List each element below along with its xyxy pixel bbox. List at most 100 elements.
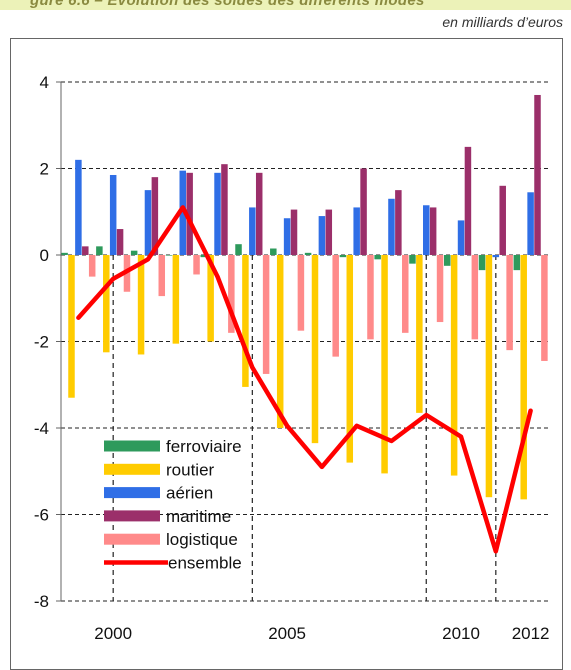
bar-aerien bbox=[423, 205, 430, 255]
bar-routier bbox=[311, 255, 319, 444]
bar-logistique bbox=[506, 255, 513, 351]
bar-maritime bbox=[499, 185, 506, 255]
bar-aerien bbox=[353, 207, 360, 255]
legend-swatch-aerien bbox=[104, 487, 160, 499]
y-tick-labels: 4 2 0 -2 -4 -6 -8 bbox=[34, 73, 61, 611]
legend-label-aerien: aérien bbox=[166, 484, 213, 503]
bar-maritime bbox=[290, 209, 298, 255]
bar-logistique bbox=[471, 255, 479, 340]
x-tick-labels: 2000 2005 2010 2012 bbox=[94, 624, 549, 643]
line-ensemble bbox=[76, 205, 533, 554]
bar-maritime bbox=[360, 168, 367, 255]
bar-ferroviaire bbox=[513, 255, 521, 271]
bar-logistique bbox=[88, 255, 96, 277]
x-tick-label: 2000 bbox=[94, 624, 132, 643]
bar-ferroviaire bbox=[478, 255, 486, 271]
bar-aerien bbox=[75, 159, 82, 255]
bar-routier bbox=[276, 255, 284, 428]
bar-maritime bbox=[116, 229, 124, 255]
bar-routier bbox=[346, 255, 354, 463]
bar-logistique bbox=[158, 255, 166, 297]
legend-label-maritime: maritime bbox=[166, 507, 231, 526]
bar-ferroviaire bbox=[61, 252, 68, 255]
bar-logistique bbox=[541, 255, 548, 361]
ensemble-line bbox=[76, 205, 533, 554]
bar-aerien bbox=[144, 190, 152, 255]
legend-swatch-logistique bbox=[104, 533, 160, 545]
bar-ferroviaire bbox=[96, 246, 103, 255]
y-tick-label: 0 bbox=[40, 246, 49, 265]
bar-ferroviaire bbox=[235, 244, 242, 255]
y-tick-label: -2 bbox=[34, 333, 49, 352]
bar-aerien bbox=[249, 207, 256, 255]
legend-label-routier: routier bbox=[166, 460, 215, 479]
bar-maritime bbox=[151, 177, 159, 255]
bar-aerien bbox=[388, 198, 395, 255]
bar-ferroviaire bbox=[374, 255, 381, 260]
x-tick-label: 2005 bbox=[268, 624, 306, 643]
x-tick-label: 2012 bbox=[512, 624, 550, 643]
bar-aerien bbox=[457, 220, 465, 255]
bar-routier bbox=[416, 255, 423, 413]
bar-maritime bbox=[82, 246, 89, 255]
legend-label-logistique: logistique bbox=[166, 530, 238, 549]
bar-aerien bbox=[527, 192, 534, 255]
legend-label-ensemble: ensemble bbox=[168, 554, 242, 573]
bar-maritime bbox=[186, 172, 193, 255]
y-tick-label: 2 bbox=[40, 160, 49, 179]
x-tick-label: 2010 bbox=[442, 624, 480, 643]
bar-ferroviaire bbox=[443, 255, 451, 266]
bar-logistique bbox=[228, 255, 235, 333]
bar-routier bbox=[68, 255, 75, 398]
bar-aerien bbox=[214, 172, 221, 255]
bar-aerien bbox=[318, 216, 326, 255]
bar-maritime bbox=[221, 164, 228, 255]
bar-logistique bbox=[367, 255, 374, 340]
figure-caption: gure 6.6 – Évolution des soldes des diff… bbox=[30, 0, 425, 9]
bar-routier bbox=[137, 255, 145, 355]
grid bbox=[61, 81, 548, 602]
bar-routier bbox=[242, 255, 249, 387]
bar-logistique bbox=[262, 255, 270, 374]
bar-routier bbox=[207, 255, 214, 342]
legend: ferroviaire routier aérien maritime logistiq… bbox=[104, 437, 242, 573]
y-tick-label: -8 bbox=[34, 592, 49, 611]
bar-routier bbox=[450, 255, 458, 476]
bar-maritime bbox=[255, 172, 263, 255]
bar-maritime bbox=[464, 146, 472, 255]
y-tick-label: -4 bbox=[34, 419, 49, 438]
bar-ferroviaire bbox=[130, 250, 138, 255]
bar-maritime bbox=[395, 190, 402, 255]
figure-banner: gure 6.6 – Évolution des soldes des diff… bbox=[0, 0, 571, 10]
legend-label-ferroviaire: ferroviaire bbox=[166, 437, 242, 456]
bar-aerien bbox=[109, 174, 117, 255]
bar-logistique bbox=[436, 255, 444, 323]
bar-ferroviaire bbox=[304, 252, 312, 255]
legend-swatch-maritime bbox=[104, 510, 160, 522]
legend-swatch-ferroviaire bbox=[104, 440, 160, 452]
bar-aerien bbox=[283, 218, 291, 255]
bar-routier bbox=[485, 255, 493, 498]
bar-routier bbox=[381, 255, 388, 474]
bar-aerien bbox=[179, 170, 186, 255]
bar-routier bbox=[520, 255, 527, 500]
bar-routier bbox=[172, 255, 180, 344]
bar-routier bbox=[103, 255, 110, 353]
bar-ferroviaire bbox=[409, 255, 416, 264]
unit-label: en milliards d’euros bbox=[442, 14, 563, 30]
bar-ferroviaire bbox=[165, 255, 173, 256]
bar-ferroviaire bbox=[270, 248, 277, 255]
bar-maritime bbox=[534, 94, 541, 255]
bar-maritime bbox=[429, 207, 437, 255]
bar-logistique bbox=[193, 255, 200, 275]
y-tick-label: -6 bbox=[34, 506, 49, 525]
bar-logistique bbox=[297, 255, 305, 331]
y-tick-label: 4 bbox=[40, 73, 49, 92]
bar-ferroviaire bbox=[339, 255, 347, 258]
bar-logistique bbox=[332, 255, 339, 357]
bar-logistique bbox=[402, 255, 409, 333]
legend-swatch-routier bbox=[104, 463, 160, 475]
bar-maritime bbox=[325, 209, 333, 255]
bar-ferroviaire bbox=[200, 255, 207, 258]
